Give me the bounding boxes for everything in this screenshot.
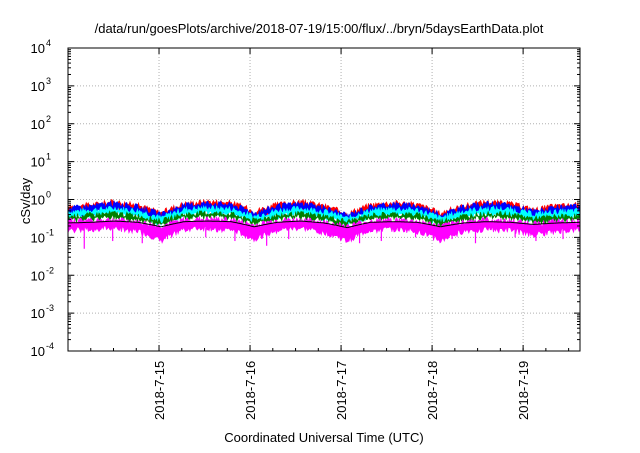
grid-lines xyxy=(68,48,580,351)
y-tick-exponent: 4 xyxy=(46,38,51,48)
y-tick-exponent: -1 xyxy=(46,227,54,237)
y-tick-label: 10 xyxy=(31,193,45,208)
x-tick-label: 2018-7-15 xyxy=(152,361,167,420)
y-tick-label: 10 xyxy=(31,268,45,283)
chart-title: /data/run/goesPlots/archive/2018-07-19/1… xyxy=(95,21,544,36)
y-tick-exponent: 3 xyxy=(46,76,51,86)
x-tick-label: 2018-7-19 xyxy=(516,361,531,420)
y-tick-label: 10 xyxy=(31,344,45,359)
y-tick-exponent: 0 xyxy=(46,190,51,200)
y-tick-exponent: 2 xyxy=(46,114,51,124)
x-axis-label: Coordinated Universal Time (UTC) xyxy=(224,430,423,445)
y-tick-label: 10 xyxy=(31,230,45,245)
y-tick-exponent: -4 xyxy=(46,341,54,351)
y-tick-label: 10 xyxy=(31,306,45,321)
x-tick-label: 2018-7-16 xyxy=(243,361,258,420)
y-tick-label: 10 xyxy=(31,41,45,56)
y-axis-label: cSv/day xyxy=(18,177,33,224)
y-tick-exponent: 1 xyxy=(46,152,51,162)
x-tick-label: 2018-7-17 xyxy=(334,361,349,420)
y-tick-exponent: -2 xyxy=(46,265,54,275)
y-tick-exponent: -3 xyxy=(46,303,54,313)
y-tick-label: 10 xyxy=(31,155,45,170)
y-tick-label: 10 xyxy=(31,79,45,94)
y-tick-label: 10 xyxy=(31,117,45,132)
x-tick-label: 2018-7-18 xyxy=(425,361,440,420)
series-line xyxy=(67,220,580,229)
